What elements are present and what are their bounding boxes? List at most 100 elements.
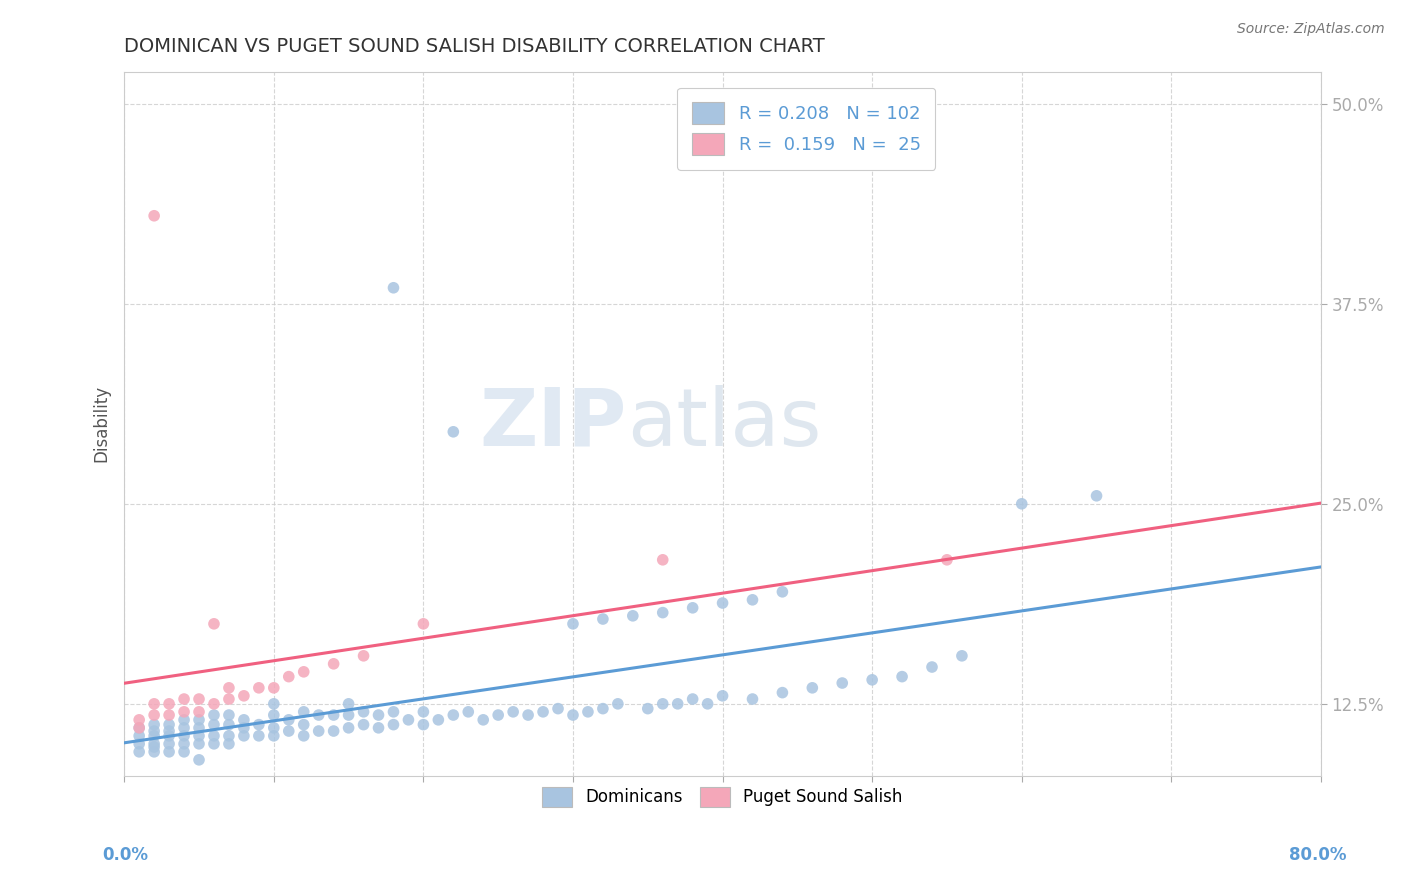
Point: [173, 745, 195, 759]
Point: [232, 729, 254, 743]
Point: [247, 729, 270, 743]
Point: [322, 724, 344, 739]
Point: [218, 708, 240, 723]
Point: [173, 692, 195, 706]
Point: [801, 681, 824, 695]
Point: [547, 701, 569, 715]
Point: [263, 729, 285, 743]
Point: [247, 717, 270, 731]
Point: [218, 737, 240, 751]
Point: [412, 705, 434, 719]
Point: [218, 692, 240, 706]
Point: [188, 721, 211, 735]
Point: [143, 209, 166, 223]
Point: [531, 705, 554, 719]
Point: [441, 425, 464, 439]
Point: [202, 729, 225, 743]
Point: [143, 708, 166, 723]
Point: [277, 670, 299, 684]
Point: [277, 713, 299, 727]
Point: [218, 717, 240, 731]
Point: [292, 705, 315, 719]
Point: [128, 713, 150, 727]
Point: [337, 721, 360, 735]
Point: [396, 713, 419, 727]
Point: [382, 281, 405, 295]
Text: 0.0%: 0.0%: [103, 846, 149, 863]
Point: [517, 708, 540, 723]
Point: [651, 606, 673, 620]
Point: [173, 713, 195, 727]
Point: [711, 596, 734, 610]
Point: [637, 701, 659, 715]
Point: [308, 724, 330, 739]
Point: [128, 729, 150, 743]
Point: [308, 708, 330, 723]
Point: [353, 648, 375, 663]
Point: [741, 692, 763, 706]
Point: [562, 616, 585, 631]
Point: [682, 692, 704, 706]
Point: [353, 705, 375, 719]
Point: [1011, 497, 1033, 511]
Point: [157, 745, 180, 759]
Point: [218, 681, 240, 695]
Point: [188, 729, 211, 743]
Point: [263, 681, 285, 695]
Point: [562, 708, 585, 723]
Point: [157, 708, 180, 723]
Point: [157, 729, 180, 743]
Text: atlas: atlas: [627, 384, 821, 463]
Point: [143, 739, 166, 754]
Point: [263, 697, 285, 711]
Text: DOMINICAN VS PUGET SOUND SALISH DISABILITY CORRELATION CHART: DOMINICAN VS PUGET SOUND SALISH DISABILI…: [124, 37, 825, 56]
Point: [188, 753, 211, 767]
Point: [936, 553, 959, 567]
Text: 80.0%: 80.0%: [1289, 846, 1347, 863]
Point: [232, 713, 254, 727]
Point: [173, 729, 195, 743]
Point: [1085, 489, 1108, 503]
Point: [143, 729, 166, 743]
Point: [232, 689, 254, 703]
Point: [770, 685, 793, 699]
Point: [173, 721, 195, 735]
Point: [950, 648, 973, 663]
Point: [292, 717, 315, 731]
Point: [860, 673, 883, 687]
Point: [576, 705, 599, 719]
Point: [651, 553, 673, 567]
Legend: Dominicans, Puget Sound Salish: Dominicans, Puget Sound Salish: [529, 773, 917, 821]
Point: [173, 737, 195, 751]
Point: [263, 721, 285, 735]
Point: [682, 600, 704, 615]
Y-axis label: Disability: Disability: [93, 385, 110, 462]
Point: [621, 608, 644, 623]
Point: [128, 721, 150, 735]
Point: [441, 708, 464, 723]
Point: [337, 708, 360, 723]
Point: [157, 717, 180, 731]
Point: [322, 657, 344, 671]
Point: [232, 721, 254, 735]
Point: [382, 705, 405, 719]
Point: [592, 612, 614, 626]
Point: [891, 670, 914, 684]
Point: [412, 717, 434, 731]
Point: [263, 708, 285, 723]
Point: [202, 697, 225, 711]
Point: [247, 681, 270, 695]
Point: [202, 616, 225, 631]
Point: [157, 697, 180, 711]
Point: [322, 708, 344, 723]
Point: [292, 729, 315, 743]
Text: Source: ZipAtlas.com: Source: ZipAtlas.com: [1237, 22, 1385, 37]
Point: [188, 713, 211, 727]
Point: [218, 729, 240, 743]
Point: [486, 708, 509, 723]
Point: [711, 689, 734, 703]
Point: [188, 737, 211, 751]
Point: [188, 705, 211, 719]
Point: [606, 697, 628, 711]
Point: [143, 724, 166, 739]
